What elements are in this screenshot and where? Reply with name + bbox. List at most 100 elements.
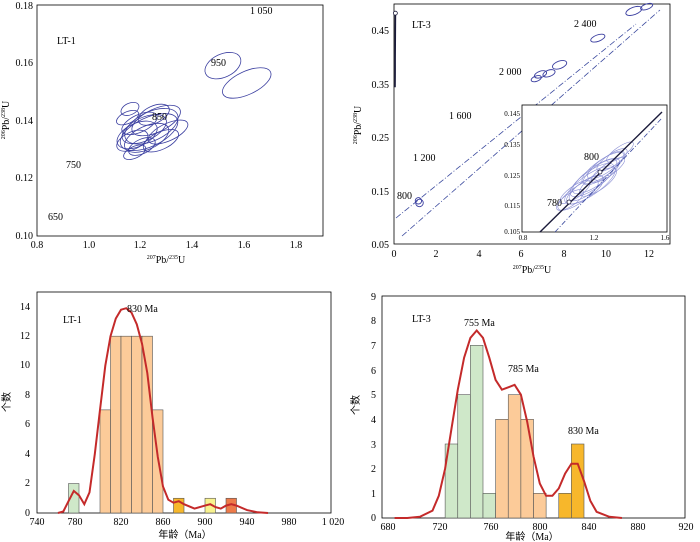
lt3-concordia-title: LT-3 [412, 20, 431, 31]
inset-x-tick: 1.2 [590, 234, 599, 242]
y-tick: 0.14 [16, 116, 34, 127]
lt1-concordia-yaxis: 0.10 0.12 0.14 0.16 0.18 [16, 1, 34, 242]
lt3-concordia-yaxis: 0.05 0.15 0.25 0.35 0.45 [372, 26, 390, 251]
lt1-histogram-ylabel: 个数 [0, 392, 13, 412]
x-tick: 880 [631, 522, 646, 533]
y-tick: 0 [25, 508, 30, 519]
x-tick: 1 020 [322, 517, 345, 528]
inset-u-pb-ellipse [556, 189, 584, 211]
lt1-histogram-xlabel: 年龄（Ma） [158, 528, 211, 541]
inset-y-tick: 0.115 [505, 202, 521, 210]
inset-y-tick: 0.145 [504, 110, 520, 118]
inset-u-pb-ellipse [568, 174, 604, 202]
lt3-concordia-frame [393, 3, 671, 245]
age-label-1050: 1 050 [250, 6, 273, 17]
histogram-bar [571, 443, 585, 519]
inset-u-pb-ellipse [581, 151, 625, 185]
y-tick: 0.05 [372, 240, 390, 251]
x-tick: 800 [533, 522, 548, 533]
inset-x-tick: 0.8 [519, 234, 528, 242]
lt3-histogram-title: LT-3 [412, 314, 431, 325]
concordia-age-node [392, 10, 398, 16]
y-tick: 0.18 [16, 1, 34, 12]
y-tick: 7 [371, 341, 376, 352]
histogram-bar [110, 335, 122, 514]
lt1-histogram-panel: LT-1 830 Ma 0 2 4 6 8 10 12 14 740 780 8… [0, 291, 345, 541]
u-pb-ellipse [137, 103, 170, 126]
lt1-density-curve [57, 307, 269, 514]
y-tick: 4 [25, 449, 30, 460]
u-pb-ellipse [121, 111, 158, 136]
inset-u-pb-ellipse [557, 179, 599, 211]
x-tick: 10 [601, 249, 611, 260]
lt1-concordia-ylabel: 206Pb/238U [1, 100, 12, 139]
lt3-inset: 780 800 0.145 0.135 0.125 0.115 0.105 0.… [504, 104, 670, 242]
x-tick: 680 [381, 522, 396, 533]
inset-x-tick: 1.6 [661, 234, 670, 242]
x-tick: 900 [198, 517, 213, 528]
histogram-bar [470, 345, 484, 519]
lt3-inset-node-800 [597, 169, 603, 175]
lt3-histogram-xlabel: 年龄（Ma） [505, 530, 558, 542]
y-tick: 0.45 [372, 26, 390, 37]
lt1-histogram-xaxis: 740 780 820 860 900 940 980 1 020 [30, 517, 345, 528]
lt3-histogram-xaxis: 680 720 760 800 840 880 920 [381, 522, 694, 533]
y-tick: 0.25 [372, 133, 390, 144]
lt3-peak-label-755: 755 Ma [464, 318, 495, 329]
x-tick: 820 [114, 517, 129, 528]
u-pb-ellipse [119, 113, 179, 151]
lt3-discordia-line-upper [395, 23, 637, 219]
u-pb-ellipse [625, 5, 643, 16]
x-tick: 1.2 [134, 240, 147, 251]
lt1-concordia-xlabel: 207Pb/235U [147, 255, 186, 266]
u-pb-ellipse [121, 114, 167, 145]
x-tick: 840 [582, 522, 597, 533]
lt1-peak-label: 830 Ma [127, 304, 158, 315]
y-tick: 8 [25, 390, 30, 401]
lt1-ellipse-group [116, 52, 272, 160]
u-pb-ellipse [590, 33, 606, 43]
age-label-950: 950 [211, 58, 226, 69]
u-pb-ellipse [533, 70, 548, 79]
lt3-discordia-line-lower [401, 9, 661, 237]
lt1-concordia-panel: LT-1 650 750 850 950 1 050 0.10 0.12 0.1… [1, 1, 324, 266]
inset-u-pb-ellipse [596, 148, 628, 172]
u-pb-ellipse [123, 144, 147, 160]
inset-age-label-780: 780 [547, 198, 562, 209]
histogram-bar [457, 394, 471, 519]
inset-u-pb-ellipse [564, 165, 616, 205]
u-pb-ellipse [640, 2, 654, 11]
inset-u-pb-ellipse [559, 180, 591, 204]
inset-y-tick: 0.125 [504, 172, 520, 180]
x-tick: 720 [433, 522, 448, 533]
age-label-750: 750 [66, 160, 81, 171]
u-pb-ellipse [124, 122, 170, 153]
lt3-peak-label-785: 785 Ma [508, 364, 539, 375]
lt3-inset-discordia [554, 117, 663, 233]
age-label-1600: 1 600 [449, 111, 472, 122]
y-tick: 2 [25, 478, 30, 489]
lt1-histogram-title: LT-1 [63, 315, 82, 326]
inset-u-pb-ellipse [606, 141, 634, 163]
lt3-histogram-bars [444, 345, 585, 519]
x-tick: 740 [30, 517, 45, 528]
y-tick: 4 [371, 415, 376, 426]
x-tick: 4 [477, 249, 482, 260]
y-tick: 3 [371, 440, 376, 451]
y-tick: 0.35 [372, 80, 390, 91]
y-tick: 14 [20, 302, 30, 313]
age-label-650: 650 [48, 212, 63, 223]
age-label-2000: 2 000 [499, 67, 522, 78]
x-tick: 920 [679, 522, 694, 533]
u-pb-ellipse [116, 129, 149, 152]
histogram-bar [131, 335, 143, 514]
y-tick: 5 [371, 390, 376, 401]
inset-y-tick: 0.135 [504, 141, 520, 149]
histogram-bar [507, 394, 522, 519]
histogram-bar [141, 335, 153, 514]
x-tick: 8 [562, 249, 567, 260]
lt3-histogram-yaxis: 0 1 2 3 4 5 6 7 8 9 [371, 292, 376, 524]
histogram-bar [173, 497, 185, 514]
x-tick: 1.6 [238, 240, 251, 251]
